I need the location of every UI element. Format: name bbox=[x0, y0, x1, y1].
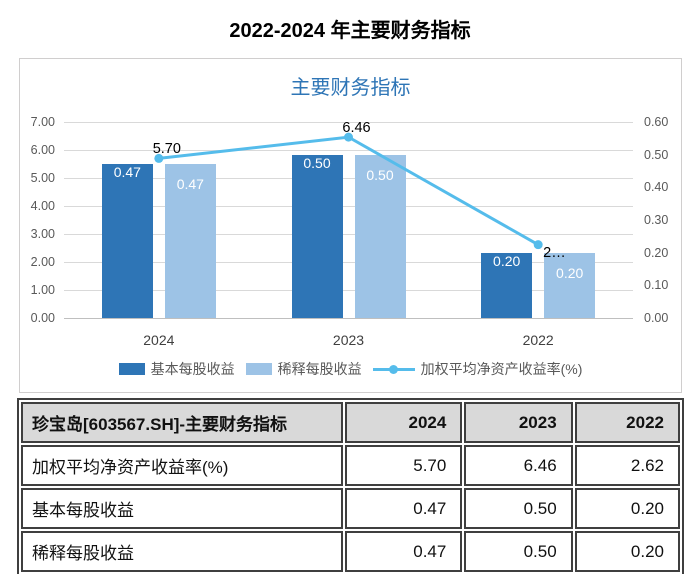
cell-value: 6.46 bbox=[464, 445, 573, 486]
bar-diluted-eps-2022 bbox=[544, 252, 596, 318]
bar-label-basic-eps-2024: 0.47 bbox=[113, 164, 141, 181]
right-axis-tick: 0.50 bbox=[644, 147, 669, 162]
bar-basic-eps-2022 bbox=[481, 252, 533, 318]
bar-label-basic-eps-2023: 0.50 bbox=[303, 154, 331, 171]
gridline bbox=[64, 233, 633, 235]
legend-label-diluted-eps: 稀释每股收益 bbox=[277, 361, 362, 377]
left-axis-tick: 3.00 bbox=[30, 227, 55, 241]
left-axis-tick: 7.00 bbox=[30, 115, 55, 129]
legend-label-weighted-avg-roe: 加权平均净资产收益率(%) bbox=[420, 361, 583, 377]
right-axis-tick: 0.20 bbox=[644, 245, 669, 260]
table-header-2022: 2022 bbox=[574, 402, 680, 443]
gridline bbox=[64, 121, 633, 123]
left-axis-tick: 1.00 bbox=[30, 283, 55, 297]
legend-line-marker-icon bbox=[372, 364, 415, 374]
gridline bbox=[64, 177, 633, 179]
table-header-2023: 2023 bbox=[464, 402, 573, 443]
roe-line-series bbox=[154, 132, 543, 250]
cell-value: 0.50 bbox=[464, 531, 573, 572]
right-axis-tick: 0.40 bbox=[644, 180, 669, 195]
cell-value: 0.47 bbox=[344, 488, 463, 529]
gridline bbox=[64, 149, 633, 151]
gridline bbox=[64, 289, 633, 291]
cell-value: 5.70 bbox=[344, 445, 463, 486]
cell-value: 0.47 bbox=[344, 531, 463, 572]
bar-label-basic-eps-2022: 0.20 bbox=[493, 252, 521, 269]
cell-value: 0.20 bbox=[574, 488, 680, 529]
line-label-2022: 2… bbox=[543, 244, 566, 261]
row-label: 加权平均净资产收益率(%) bbox=[21, 445, 343, 486]
chart-panel: 主要财务指标 0.47 0.47 0.50 0.50 0.20 0.20 5.70 6.46 2… bbox=[19, 58, 682, 393]
left-axis-tick: 4.00 bbox=[30, 199, 55, 213]
bar-label-diluted-eps-2024: 0.47 bbox=[176, 176, 204, 193]
table-header-indicator: 珍宝岛[603567.SH]-主要财务指标 bbox=[21, 402, 343, 443]
cell-value: 2.62 bbox=[574, 445, 680, 486]
left-axis-tick: 0.00 bbox=[30, 311, 55, 325]
bar-basic-eps-2024 bbox=[101, 164, 153, 318]
right-axis-tick: 0.60 bbox=[644, 115, 669, 129]
x-axis-label-2022: 2022 bbox=[522, 332, 554, 348]
right-axis-tick: 0.10 bbox=[644, 278, 669, 293]
financial-table: 珍宝岛[603567.SH]-主要财务指标 2024 2023 2022 加权平… bbox=[17, 398, 684, 574]
gridline bbox=[64, 317, 633, 319]
chart-legend: 基本每股收益 稀释每股收益 加权平均净资产收益率(%) bbox=[20, 359, 681, 379]
line-point-2024 bbox=[154, 153, 164, 163]
legend-label-basic-eps: 基本每股收益 bbox=[150, 361, 235, 377]
bar-label-diluted-eps-2023: 0.50 bbox=[366, 166, 394, 183]
table-row-basic-eps: 基本每股收益 0.47 0.50 0.20 bbox=[21, 488, 680, 529]
bar-basic-eps-2023 bbox=[291, 154, 343, 318]
left-axis-tick: 6.00 bbox=[30, 143, 55, 157]
bar-diluted-eps-2023 bbox=[354, 154, 406, 318]
line-point-2022 bbox=[533, 240, 543, 250]
legend-swatch-basic-eps bbox=[118, 363, 145, 375]
line-label-2024: 5.70 bbox=[152, 141, 181, 158]
x-axis-label-2023: 2023 bbox=[332, 332, 365, 348]
table-row-diluted-eps: 稀释每股收益 0.47 0.50 0.20 bbox=[21, 531, 680, 572]
cell-value: 0.50 bbox=[464, 488, 573, 529]
cell-value: 0.20 bbox=[574, 531, 680, 572]
chart-title: 主要财务指标 bbox=[290, 77, 411, 99]
line-point-2023 bbox=[344, 132, 353, 142]
table-header-row: 珍宝岛[603567.SH]-主要财务指标 2024 2023 2022 bbox=[21, 402, 680, 443]
bar-diluted-eps-2024 bbox=[164, 164, 216, 318]
right-axis-tick: 0.00 bbox=[644, 311, 669, 325]
chart-plot-area: 0.47 0.47 0.50 0.50 0.20 0.20 5.70 6.46 2… bbox=[64, 120, 633, 319]
table-header-2024: 2024 bbox=[344, 402, 463, 443]
table-row-weighted-avg-roe: 加权平均净资产收益率(%) 5.70 6.46 2.62 bbox=[21, 445, 680, 486]
page-title: 2022-2024 年主要财务指标 bbox=[229, 20, 471, 42]
row-label: 稀释每股收益 bbox=[21, 531, 343, 572]
legend-item-weighted-avg-roe: 加权平均净资产收益率(%) bbox=[372, 359, 583, 379]
legend-swatch-diluted-eps bbox=[245, 363, 272, 375]
x-axis-label-2024: 2024 bbox=[143, 332, 175, 348]
gridline bbox=[64, 261, 633, 263]
right-axis-tick: 0.30 bbox=[644, 213, 669, 227]
legend-item-basic-eps: 基本每股收益 bbox=[118, 359, 235, 379]
row-label: 基本每股收益 bbox=[21, 488, 343, 529]
left-axis-tick: 5.00 bbox=[30, 171, 55, 185]
line-label-2023: 6.46 bbox=[342, 120, 371, 137]
bar-label-diluted-eps-2022: 0.20 bbox=[556, 264, 584, 281]
gridline bbox=[64, 205, 633, 207]
left-axis-tick: 2.00 bbox=[30, 255, 55, 269]
legend-item-diluted-eps: 稀释每股收益 bbox=[245, 359, 362, 379]
